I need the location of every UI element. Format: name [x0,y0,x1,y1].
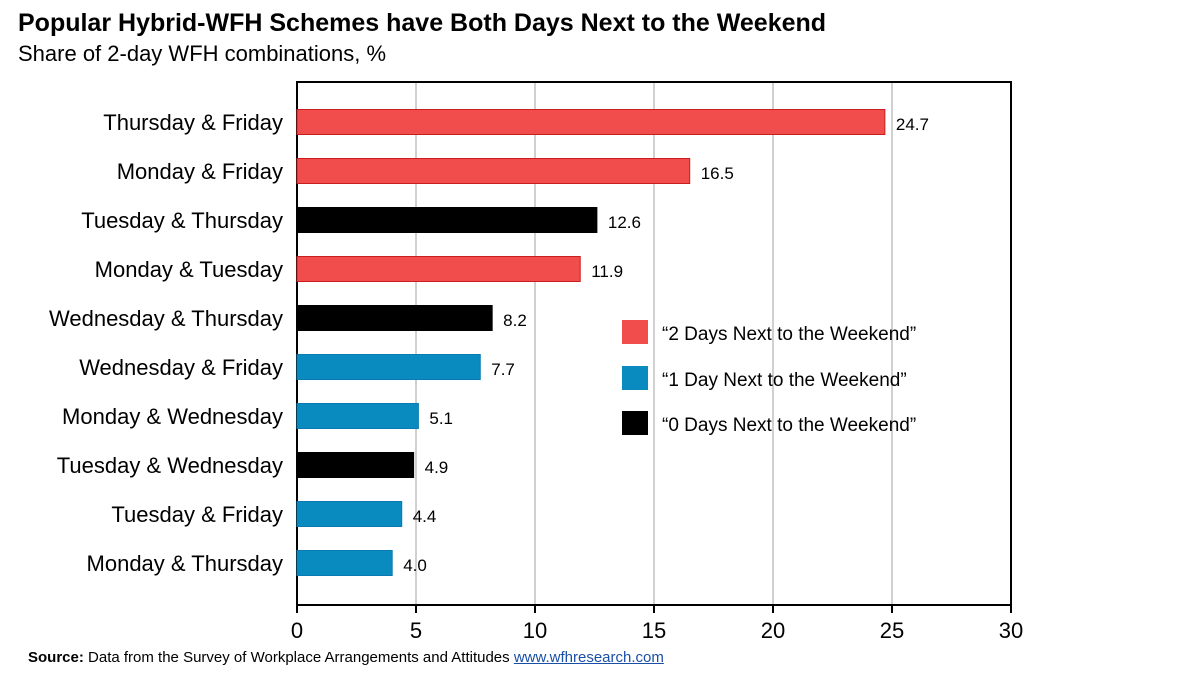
bar [296,207,598,233]
legend-swatch [622,320,648,344]
value-label: 4.4 [413,507,437,526]
bar [296,501,403,527]
bar [296,256,581,282]
value-label: 11.9 [591,262,623,281]
source-link[interactable]: www.wfhresearch.com [513,649,664,666]
chart-title: Popular Hybrid-WFH Schemes have Both Day… [18,9,827,37]
value-label: 7.7 [491,360,515,379]
chart-subtitle: Share of 2-day WFH combinations, % [18,41,387,66]
value-label: 16.5 [701,164,734,183]
value-label: 4.9 [425,458,449,477]
x-tick-label: 15 [642,618,666,643]
category-label: Wednesday & Friday [79,355,283,380]
category-label: Monday & Friday [117,159,283,184]
category-label: Tuesday & Wednesday [57,453,283,478]
source-label: Source: [28,649,84,666]
value-label: 4.0 [403,556,427,575]
value-label: 24.7 [896,115,929,134]
source-note: Source: Data from the Survey of Workplac… [28,649,664,666]
bar [296,109,886,135]
legend-swatch [622,411,648,435]
bar [296,403,419,429]
legend-label: “1 Day Next to the Weekend” [662,370,907,391]
x-tick-label: 10 [523,618,547,643]
category-label: Monday & Tuesday [95,257,283,282]
bar [296,305,493,331]
x-tick-label: 30 [999,618,1023,643]
legend-label: “2 Days Next to the Weekend” [662,324,916,345]
bar [296,550,393,576]
x-tick-label: 0 [291,618,303,643]
value-label: 5.1 [429,409,453,428]
category-label: Tuesday & Thursday [81,208,283,233]
category-label: Monday & Wednesday [62,404,283,429]
legend-swatch [622,366,648,390]
category-label: Tuesday & Friday [111,502,283,527]
value-label: 12.6 [608,213,641,232]
x-tick-label: 5 [410,618,422,643]
category-label: Wednesday & Thursday [49,306,283,331]
bar [296,354,481,380]
category-label: Monday & Thursday [87,551,283,576]
source-text: Data from the Survey of Workplace Arrang… [88,649,510,666]
bar [296,158,691,184]
legend-label: “0 Days Next to the Weekend” [662,415,916,436]
x-tick-label: 20 [761,618,785,643]
category-label: Thursday & Friday [103,110,283,135]
bar [296,452,415,478]
x-tick-label: 25 [880,618,904,643]
value-label: 8.2 [503,311,527,330]
